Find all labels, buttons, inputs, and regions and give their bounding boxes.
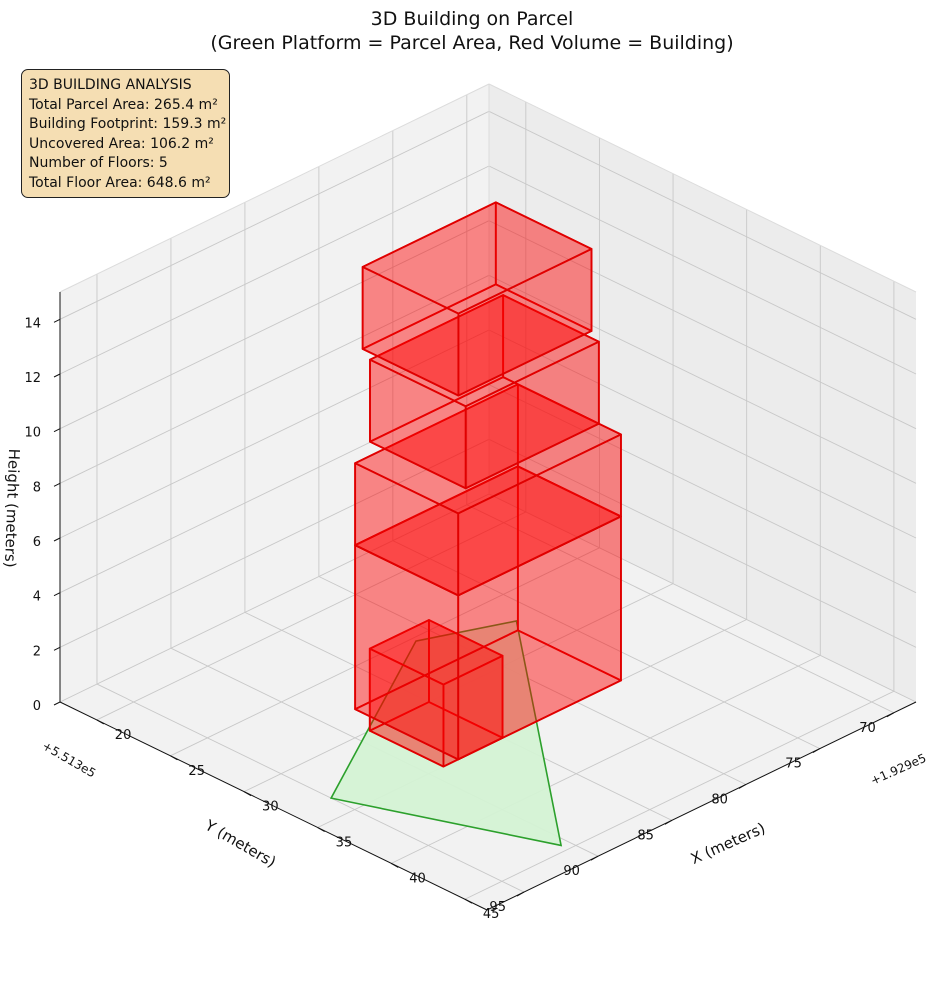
z-tick-0-label: 0 [33, 699, 41, 714]
chart-title: 3D Building on Parcel [370, 8, 574, 30]
x-tick-20-label: 20 [115, 728, 132, 743]
z-tick-8-label: 8 [33, 480, 41, 495]
x-tick-30-tick [243, 791, 252, 797]
grid-line-z-left [59, 493, 490, 703]
building-box-4 [369, 294, 600, 490]
z-tick-6-label: 6 [33, 535, 41, 550]
right-wall-pane [489, 84, 916, 702]
z-tick-14-tick [53, 318, 61, 323]
left-wall-pane [60, 84, 489, 702]
z-tick-14-label: 14 [24, 316, 41, 331]
y-axis-line [59, 701, 488, 911]
x-axis-label: X (meters) [688, 819, 768, 868]
x-tick-35-label: 35 [336, 836, 353, 851]
y-tick-80-tick [738, 784, 747, 789]
pane-edge [488, 83, 917, 293]
x-tick-45-label: 45 [483, 907, 500, 922]
x-tick-25-tick [170, 755, 178, 761]
y-tick-95-tick [516, 891, 525, 897]
x-tick-20-tick [96, 719, 105, 725]
axis-lines [59, 292, 917, 911]
analysis-info-box: 3D BUILDING ANALYSIS Total Parcel Area: … [21, 69, 230, 198]
z-tick-4-tick [53, 592, 61, 597]
total-parcel-area: Total Parcel Area: 265.4 m² [29, 96, 218, 113]
grid-lines [59, 83, 917, 900]
grid-line-x-floor [464, 690, 895, 900]
grid-line-z-left [59, 329, 490, 539]
grid-line-x-floor [96, 511, 527, 721]
grid-line-z-right [488, 165, 917, 375]
z-tick-10-tick [53, 428, 61, 433]
z-tick-12-tick [53, 373, 61, 378]
y-tick-85-label: 85 [637, 828, 654, 843]
building-box-1 [368, 619, 504, 768]
building-face [361, 265, 460, 397]
z-tick-0-tick [53, 701, 61, 706]
building-face [369, 358, 467, 490]
building-volume [354, 201, 622, 768]
x-tick-40-label: 40 [409, 871, 426, 886]
y-tick-80-label: 80 [711, 792, 728, 807]
grid-line-z-left [59, 110, 490, 320]
y-axis-offset: +5.513e5 [40, 739, 98, 781]
grid-line-z-right [488, 493, 917, 703]
building-box-5 [361, 201, 593, 397]
grid-line-z-left [59, 438, 490, 648]
y-tick-75-label: 75 [785, 757, 802, 772]
z-tick-2-tick [53, 646, 61, 651]
x-tick-25-label: 25 [188, 764, 205, 779]
pane-edge [59, 83, 490, 293]
grid-line-y-floor [318, 576, 747, 785]
chart-subtitle: (Green Platform = Parcel Area, Red Volum… [210, 32, 734, 54]
grid-line-x-floor [391, 654, 821, 864]
y-tick-90-tick [590, 855, 599, 861]
x-tick-45-tick [464, 898, 473, 904]
parcel-platform [329, 620, 563, 847]
z-tick-8-tick [53, 482, 61, 487]
x-axis-offset: +1.929e5 [868, 751, 928, 788]
grid-line-z-left [59, 274, 490, 484]
grid-line-z-right [488, 329, 917, 539]
grid-line-z-right [488, 110, 917, 320]
building-box-3 [354, 383, 622, 597]
axis-ticks: 20 25 30 35 40 45 70 75 80 85 90 95 0 2 4 6 8 10 12 14 [24, 316, 895, 922]
z-tick-2-label: 2 [33, 644, 41, 659]
grid-line-z-left [59, 165, 490, 375]
grid-line-y-floor [466, 504, 895, 714]
x-tick-35-tick [317, 827, 325, 832]
z-tick-6-tick [53, 537, 61, 542]
parcel-polygon [329, 620, 563, 847]
grid-line-z-right [488, 438, 917, 648]
grid-line-y-floor [392, 540, 821, 750]
grid-line-z-left [59, 220, 490, 430]
grid-line-y-floor [96, 683, 525, 893]
grid-line-z-right [488, 220, 917, 430]
y-tick-85-tick [664, 819, 673, 825]
x-tick-40-tick [391, 862, 399, 868]
z-tick-10-label: 10 [24, 426, 41, 441]
analysis-heading: 3D BUILDING ANALYSIS [29, 77, 192, 93]
z-tick-12-label: 12 [24, 371, 41, 386]
total-floor-area: Total Floor Area: 648.6 m² [29, 174, 211, 191]
y-tick-70-label: 70 [859, 721, 876, 736]
number-of-floors: Number of Floors: 5 [29, 155, 168, 171]
x-axis-line [486, 701, 917, 911]
grid-line-z-right [488, 384, 917, 594]
building-face [368, 647, 445, 768]
z-tick-4-label: 4 [33, 590, 41, 605]
y-axis-label: Y (meters) [201, 816, 279, 871]
y-tick-70-tick [886, 712, 895, 718]
x-tick-30-label: 30 [262, 800, 279, 815]
grid-line-x-floor [170, 547, 600, 757]
building-footprint: Building Footprint: 159.3 m² [29, 116, 227, 132]
grid-line-z-right [488, 274, 917, 484]
uncovered-area: Uncovered Area: 106.2 m² [29, 135, 214, 152]
z-axis-label: Height (meters) [1, 448, 23, 568]
y-tick-75-tick [812, 748, 821, 754]
building-face [354, 462, 460, 597]
y-tick-95-label: 95 [489, 900, 506, 915]
y-tick-90-label: 90 [563, 864, 580, 879]
